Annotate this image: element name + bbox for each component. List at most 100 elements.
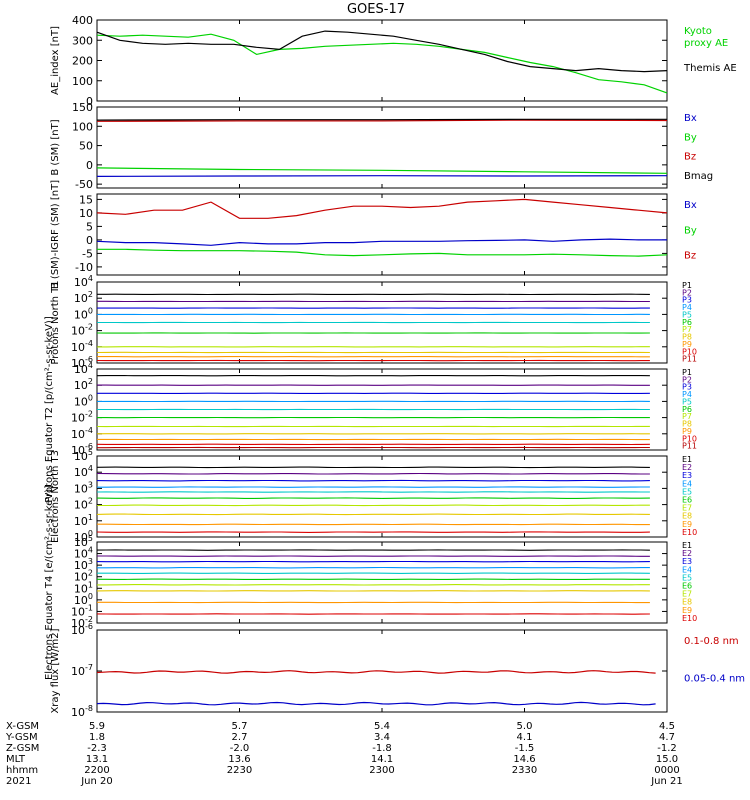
y-tick-label: 10 [79,207,93,220]
x-cell: 3.4 [374,732,390,743]
y-tick-label: 200 [72,55,93,68]
x-cell: 5.7 [232,721,248,732]
legend-item: P7 [682,325,692,334]
legend-item: P7 [682,412,692,421]
panel-4: Protons North T1 10410210010-210-410-6P1P… [50,274,697,370]
legend-item: E1 [682,541,692,550]
y-axis-label: Xray flux [W/m2] [50,628,61,713]
x-cell: 2230 [227,765,252,776]
series-line-by [96,167,668,174]
legend-item: E10 [682,528,697,537]
y-tick-label: 0 [86,95,93,108]
legend-item: E7 [682,504,692,513]
y-tick-label: 100 [74,306,93,321]
legend-item: P8 [682,333,692,342]
y-axis-label: B (SM)-IGRF (SM) [nT] [50,180,61,289]
series-line-kyoto-proxy-ae [96,33,668,94]
y-tick-label: 15 [79,193,93,206]
y-tick-label: 102 [74,569,93,584]
x-cell: 4.1 [517,732,533,743]
y-tick-label: 0 [86,234,93,247]
legend-item: P4 [682,303,692,312]
legend-item: P9 [682,340,692,349]
y-tick-label: 102 [74,290,93,305]
series-line-themis-ae [96,30,668,73]
y-tick-label: 10-2 [71,410,93,425]
legend-item: P1 [682,368,692,377]
y-tick-label: 100 [72,75,93,88]
y-tick-label: 104 [74,546,93,561]
legend-item: P5 [682,310,692,319]
x-cell: 5.0 [517,721,533,732]
legend-item: E9 [682,606,692,615]
series-line-xray [96,701,656,706]
legend-item: E1 [682,455,692,464]
y-tick-label: 10-4 [71,339,93,354]
legend-item: E4 [682,479,692,488]
plot-title: GOES-17 [347,2,405,17]
legend-item: P10 [682,434,697,443]
y-tick-label: 104 [74,464,93,479]
y-tick-label: 104 [74,361,93,376]
legend-item: E6 [682,496,692,505]
panel-7: Electrons Equator T4 [e/(cm²-s-sr-keV)] 1… [44,485,697,680]
legend-item: 0.1-0.8 nm [684,636,739,647]
x-cell: 0000 [654,765,679,776]
legend-item: P3 [682,383,692,392]
x-cell: 2200 [84,765,109,776]
x-cell: 5.9 [89,721,105,732]
y-axis-label: Protons North T1 [50,280,61,364]
x-cell: -1.8 [372,743,392,754]
y-tick-label: 100 [74,529,93,544]
legend-item: Bmag [684,171,713,182]
y-axis-label: Electrons North T3 [50,450,61,543]
y-tick-label: 104 [74,274,93,289]
y-tick-label: 100 [74,592,93,607]
legend-item: E2 [682,463,692,472]
x-cell: 4.7 [659,732,675,743]
x-cell: 2.7 [232,732,248,743]
legend-item: P2 [682,288,692,297]
x-row-label: MLT [6,754,26,765]
legend-item: P6 [682,318,692,327]
legend-item: P4 [682,390,692,399]
legend-item: E8 [682,598,692,607]
legend-item: proxy AE [684,38,728,49]
legend-item: E9 [682,520,692,529]
x-cell: 15.0 [656,754,678,765]
x-row-label: hhmm [6,765,38,776]
series-line-e2 [96,472,650,475]
legend-item: P10 [682,347,697,356]
legend-item: E10 [682,614,697,623]
legend-item: E5 [682,573,692,582]
x-cell: 1.8 [89,732,105,743]
y-tick-label: 105 [74,448,93,463]
series-line-bmag [96,118,667,121]
legend-item: E4 [682,565,692,574]
y-tick-label: 10-2 [71,323,93,338]
series-line-e10 [96,531,650,533]
x-cell: Jun 20 [80,776,113,787]
y-tick-label: 10-1 [71,603,93,618]
legend-item: P3 [682,296,692,305]
legend-item: Bz [684,251,696,262]
legend-item: E2 [682,549,692,558]
series-line-e7 [97,504,650,507]
y-tick-label: 10-8 [71,704,93,719]
y-tick-label: 10-6 [71,355,93,370]
series-line-bz [96,198,668,219]
y-tick-label: 100 [72,120,93,133]
y-tick-label: -5 [82,247,93,260]
y-tick-label: 101 [74,513,93,528]
y-tick-label: -10 [75,261,93,274]
legend-item: 0.05-0.4 nm [684,673,745,684]
y-axis-label: B (SM) [nT] [50,119,61,175]
x-row-label: 2021 [6,776,31,787]
x-cell: -1.2 [657,743,677,754]
series-line-e8 [96,513,650,516]
